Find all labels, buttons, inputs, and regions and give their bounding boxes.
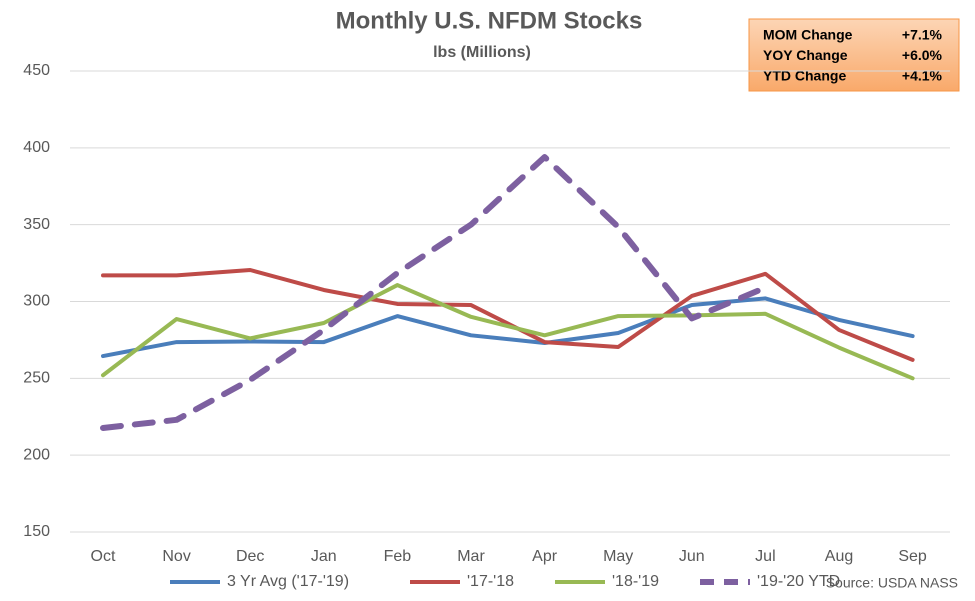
info-value: +4.1% xyxy=(902,68,943,84)
x-tick-label: May xyxy=(603,548,633,565)
series-line xyxy=(101,267,915,362)
chart-subtitle: lbs (Millions) xyxy=(433,44,531,61)
info-box: MOM Change +7.1% YOY Change +6.0% YTD Change… xyxy=(748,18,960,92)
x-tick-label: Aug xyxy=(825,548,853,565)
x-tick-label: Dec xyxy=(236,548,264,565)
source-note: Source: USDA NASS xyxy=(826,575,958,591)
chart-title: Monthly U.S. NFDM Stocks xyxy=(336,7,643,34)
info-value: +6.0% xyxy=(902,47,943,63)
x-tick-label: Feb xyxy=(384,548,412,565)
series-line xyxy=(100,154,769,431)
series-line xyxy=(101,296,915,359)
legend-label: '17-'18 xyxy=(467,573,514,590)
y-tick-label: 450 xyxy=(23,62,50,79)
legend-label: 3 Yr Avg ('17-'19) xyxy=(227,573,349,590)
x-tick-label: Apr xyxy=(532,548,558,565)
x-tick-label: Jul xyxy=(755,548,775,565)
x-tick-label: Jun xyxy=(679,548,705,565)
series-line xyxy=(101,283,915,381)
info-value: +7.1% xyxy=(902,27,943,43)
x-tick-label: Mar xyxy=(457,548,485,565)
y-tick-label: 400 xyxy=(23,139,50,156)
y-tick-label: 350 xyxy=(23,216,50,233)
legend-label: '19-'20 YTD xyxy=(757,573,840,590)
y-tick-label: 300 xyxy=(23,293,50,310)
info-label: YTD Change xyxy=(763,68,846,84)
x-tick-label: Jan xyxy=(311,548,337,565)
info-label: YOY Change xyxy=(763,47,848,63)
info-label: MOM Change xyxy=(763,27,853,43)
y-tick-label: 250 xyxy=(23,370,50,387)
y-tick-label: 200 xyxy=(23,446,50,463)
x-tick-label: Sep xyxy=(898,548,927,565)
info-box-frame xyxy=(748,18,960,92)
legend-label: '18-'19 xyxy=(612,573,659,590)
x-tick-label: Oct xyxy=(91,548,116,565)
x-tick-label: Nov xyxy=(162,548,190,565)
y-tick-label: 150 xyxy=(23,523,50,540)
